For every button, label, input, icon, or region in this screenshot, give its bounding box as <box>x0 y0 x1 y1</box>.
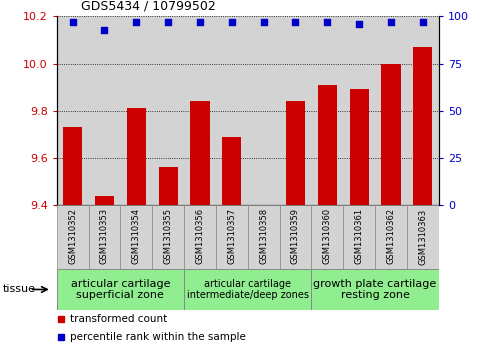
Point <box>387 19 395 25</box>
Bar <box>318 85 337 205</box>
Bar <box>127 108 146 205</box>
Text: GSM1310358: GSM1310358 <box>259 208 268 264</box>
Text: GSM1310361: GSM1310361 <box>354 208 364 264</box>
FancyBboxPatch shape <box>280 205 312 269</box>
Text: growth plate cartilage
resting zone: growth plate cartilage resting zone <box>314 279 437 300</box>
FancyBboxPatch shape <box>120 205 152 269</box>
Text: GSM1310359: GSM1310359 <box>291 208 300 264</box>
Text: GSM1310357: GSM1310357 <box>227 208 236 264</box>
Bar <box>413 47 432 205</box>
Text: tissue: tissue <box>2 285 35 294</box>
FancyBboxPatch shape <box>247 205 280 269</box>
Point <box>260 19 268 25</box>
Bar <box>382 64 400 205</box>
Bar <box>286 101 305 205</box>
Text: GSM1310352: GSM1310352 <box>68 208 77 264</box>
Point <box>101 26 108 32</box>
FancyBboxPatch shape <box>375 205 407 269</box>
Point <box>355 21 363 27</box>
Text: percentile rank within the sample: percentile rank within the sample <box>70 331 246 342</box>
Point <box>323 19 331 25</box>
Text: GSM1310354: GSM1310354 <box>132 208 141 264</box>
Point <box>132 19 140 25</box>
Text: GSM1310353: GSM1310353 <box>100 208 109 264</box>
Text: GSM1310363: GSM1310363 <box>419 208 427 265</box>
FancyBboxPatch shape <box>312 269 439 310</box>
Bar <box>350 89 369 205</box>
FancyBboxPatch shape <box>184 269 312 310</box>
FancyBboxPatch shape <box>343 205 375 269</box>
Text: GSM1310356: GSM1310356 <box>195 208 205 264</box>
FancyBboxPatch shape <box>57 205 89 269</box>
Bar <box>222 136 242 205</box>
FancyBboxPatch shape <box>89 205 120 269</box>
FancyBboxPatch shape <box>152 205 184 269</box>
Text: GDS5434 / 10799502: GDS5434 / 10799502 <box>81 0 216 13</box>
Point <box>291 19 299 25</box>
Text: articular cartilage
intermediate/deep zones: articular cartilage intermediate/deep zo… <box>187 279 309 300</box>
FancyBboxPatch shape <box>216 205 247 269</box>
Text: GSM1310362: GSM1310362 <box>387 208 395 264</box>
FancyBboxPatch shape <box>407 205 439 269</box>
Bar <box>95 196 114 205</box>
Text: articular cartilage
superficial zone: articular cartilage superficial zone <box>70 279 170 300</box>
Text: transformed count: transformed count <box>70 314 167 323</box>
FancyBboxPatch shape <box>184 205 216 269</box>
Point <box>228 19 236 25</box>
Text: GSM1310355: GSM1310355 <box>164 208 173 264</box>
Text: GSM1310360: GSM1310360 <box>323 208 332 264</box>
Point <box>196 19 204 25</box>
Point <box>164 19 172 25</box>
FancyBboxPatch shape <box>312 205 343 269</box>
Bar <box>190 101 210 205</box>
FancyBboxPatch shape <box>57 269 184 310</box>
Point <box>69 19 76 25</box>
Bar <box>159 167 177 205</box>
Point <box>419 19 427 25</box>
Bar <box>63 127 82 205</box>
